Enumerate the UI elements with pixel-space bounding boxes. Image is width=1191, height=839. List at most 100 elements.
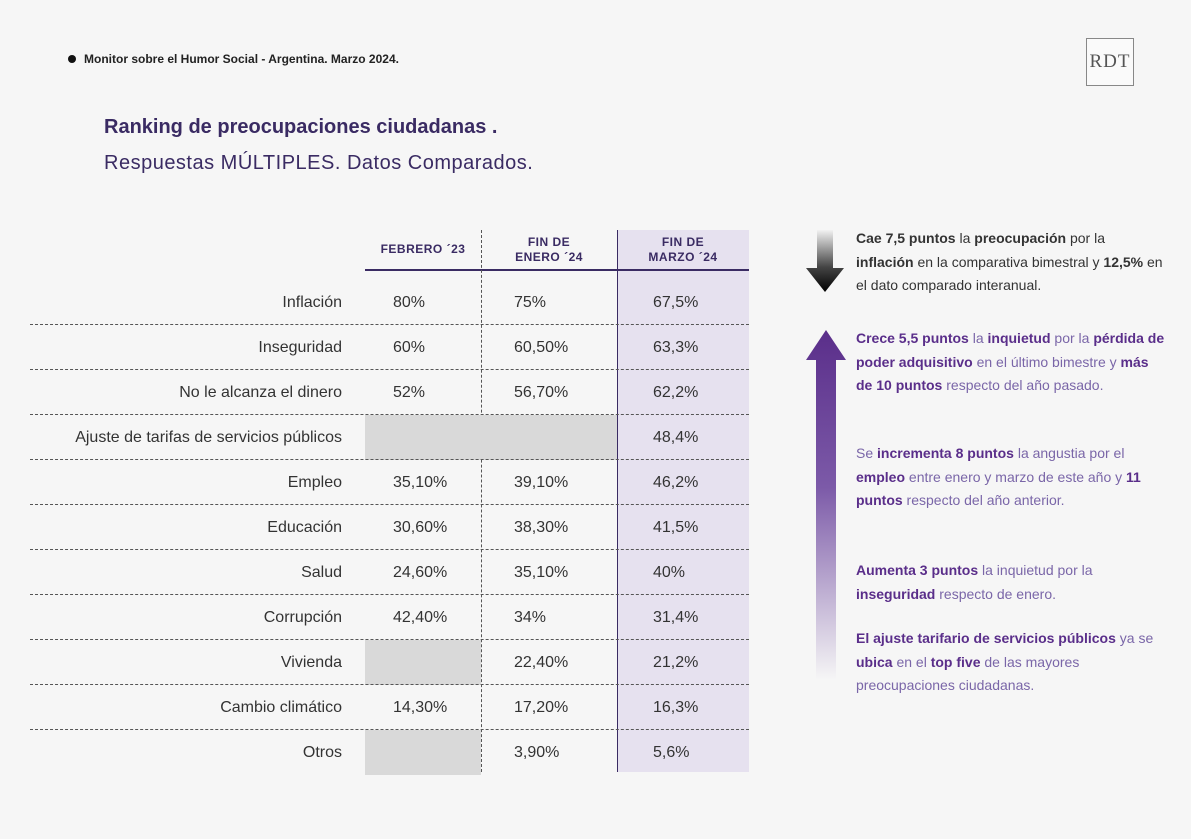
- table-row: Inflación 80% 75% 67,5%: [30, 280, 749, 325]
- source-text: Monitor sobre el Humor Social - Argentin…: [84, 52, 399, 66]
- cell-mar24: 16,3%: [653, 698, 699, 716]
- cell-mar24: 62,2%: [653, 383, 699, 401]
- cell-ene24: 38,30%: [514, 518, 569, 536]
- note-segment: ubica: [856, 653, 893, 670]
- table-row: Otros 3,90% 5,6%: [30, 730, 749, 775]
- cell-mar24: 67,5%: [653, 293, 699, 311]
- cell-feb23: 60%: [393, 338, 426, 356]
- note-segment: Cae 7,5 puntos: [856, 230, 956, 246]
- column-header-mar24: FIN DE MARZO ´24: [617, 230, 749, 271]
- note-segment: ya se: [1115, 630, 1154, 646]
- note-segment: 12,5%: [1103, 253, 1144, 270]
- note-segment: la: [955, 230, 975, 246]
- row-label: Educación: [267, 518, 342, 536]
- cell-ene24: 56,70%: [514, 383, 569, 401]
- note-employment: Se incrementa 8 puntos la angustia por e…: [856, 442, 1166, 513]
- note-segment: la inquietud por la: [978, 562, 1093, 578]
- row-separator: [30, 684, 749, 685]
- note-segment: entre enero y marzo de este año y: [905, 468, 1127, 485]
- note-segment: en el último bimestre y: [972, 353, 1121, 370]
- cell-ene24: [481, 415, 617, 460]
- note-segment: en la comparativa bimestral y: [913, 253, 1104, 270]
- note-inflation: Cae 7,5 puntos la preocupación por la in…: [856, 227, 1166, 298]
- page-title: Ranking de preocupaciones ciudadanas .: [104, 116, 498, 138]
- note-segment: más de 10 puntos: [856, 353, 1149, 394]
- row-separator: [30, 414, 749, 415]
- row-label: Cambio climático: [220, 698, 342, 716]
- table-row: Inseguridad 60% 60,50% 63,3%: [30, 325, 749, 370]
- row-label: Ajuste de tarifas de servicios públicos: [75, 428, 342, 446]
- table-row: Ajuste de tarifas de servicios públicos 4…: [30, 415, 749, 460]
- cell-mar24: 41,5%: [653, 518, 699, 536]
- row-separator: [30, 369, 749, 370]
- note-segment: top five: [930, 653, 981, 670]
- column-divider-dashed: [481, 230, 482, 772]
- cell-feb23: 52%: [393, 383, 426, 401]
- note-segment: inseguridad: [856, 585, 936, 602]
- source-line: Monitor sobre el Humor Social - Argentin…: [68, 52, 399, 66]
- note-segment: respecto del año pasado.: [942, 377, 1104, 393]
- note-segment: empleo: [856, 468, 906, 485]
- note-segment: incrementa 8 puntos: [877, 445, 1014, 461]
- cell-mar24: 31,4%: [653, 608, 699, 626]
- cell-feb23: 30,60%: [393, 518, 448, 536]
- note-segment: respecto de enero.: [935, 585, 1056, 602]
- cell-ene24: 35,10%: [514, 563, 569, 581]
- note-segment: la angustia por el: [1013, 445, 1125, 461]
- row-label: Inseguridad: [258, 338, 342, 356]
- cell-ene24: 3,90%: [514, 743, 560, 761]
- column-divider-solid: [617, 230, 618, 772]
- arrow-up-icon: [806, 330, 846, 680]
- row-separator: [30, 324, 749, 325]
- row-label: No le alcanza el dinero: [179, 383, 342, 401]
- bullet-icon: [68, 55, 76, 63]
- row-label: Empleo: [287, 473, 342, 491]
- cell-feb23: 14,30%: [393, 698, 448, 716]
- cell-feb23: 24,60%: [393, 563, 448, 581]
- row-label: Salud: [301, 563, 342, 581]
- cell-ene24: 22,40%: [514, 653, 569, 671]
- cell-feb23: 35,10%: [393, 473, 448, 491]
- arrow-down-icon: [806, 230, 844, 292]
- page-subtitle: Respuestas MÚLTIPLES. Datos Comparados.: [104, 152, 534, 174]
- note-segment: 11 puntos: [856, 468, 1141, 509]
- note-tariff-adjustment: El ajuste tarifario de servicios público…: [856, 627, 1166, 698]
- row-separator: [30, 594, 749, 595]
- note-segment: inquietud: [987, 330, 1051, 346]
- cell-mar24: 21,2%: [653, 653, 699, 671]
- cell-ene24: 17,20%: [514, 698, 569, 716]
- row-separator: [30, 729, 749, 730]
- row-separator: [30, 639, 749, 640]
- note-segment: Aumenta 3 puntos: [856, 562, 979, 578]
- cell-ene24: 75%: [514, 293, 547, 311]
- table-row: Corrupción 42,40% 34% 31,4%: [30, 595, 749, 640]
- table-row: Cambio climático 14,30% 17,20% 16,3%: [30, 685, 749, 730]
- cell-mar24: 48,4%: [653, 428, 699, 446]
- cell-feb23: [365, 640, 481, 685]
- note-segment: inflación: [856, 253, 914, 270]
- note-segment: El ajuste tarifario de servicios público…: [856, 630, 1116, 646]
- cell-ene24: 39,10%: [514, 473, 569, 491]
- note-segment: respecto del año anterior.: [902, 492, 1065, 508]
- note-segment: por la: [1066, 230, 1105, 246]
- cell-ene24: 60,50%: [514, 338, 569, 356]
- note-insecurity: Aumenta 3 puntos la inquietud por la ins…: [856, 559, 1166, 606]
- table-row: Empleo 35,10% 39,10% 46,2%: [30, 460, 749, 505]
- row-separator: [30, 549, 749, 550]
- note-segment: pérdida de poder adquisitivo: [856, 330, 1165, 370]
- note-segment: preocupación: [974, 230, 1067, 246]
- table-row: Vivienda 22,40% 21,2%: [30, 640, 749, 685]
- note-segment: Crece 5,5 puntos: [856, 330, 969, 346]
- note-segment: de las mayores preocupaciones ciudadanas…: [856, 653, 1080, 694]
- table-row: Salud 24,60% 35,10% 40%: [30, 550, 749, 595]
- marzo-column-highlight: [617, 271, 749, 772]
- table-row: Educación 30,60% 38,30% 41,5%: [30, 505, 749, 550]
- cell-feb23: 42,40%: [393, 608, 448, 626]
- cell-feb23: 80%: [393, 293, 426, 311]
- row-label: Vivienda: [280, 653, 342, 671]
- cell-feb23: [365, 730, 481, 775]
- note-segment: en el: [892, 653, 931, 670]
- note-segment: por la: [1050, 330, 1094, 346]
- note-segment: Se: [856, 445, 878, 461]
- cell-ene24: 34%: [514, 608, 547, 626]
